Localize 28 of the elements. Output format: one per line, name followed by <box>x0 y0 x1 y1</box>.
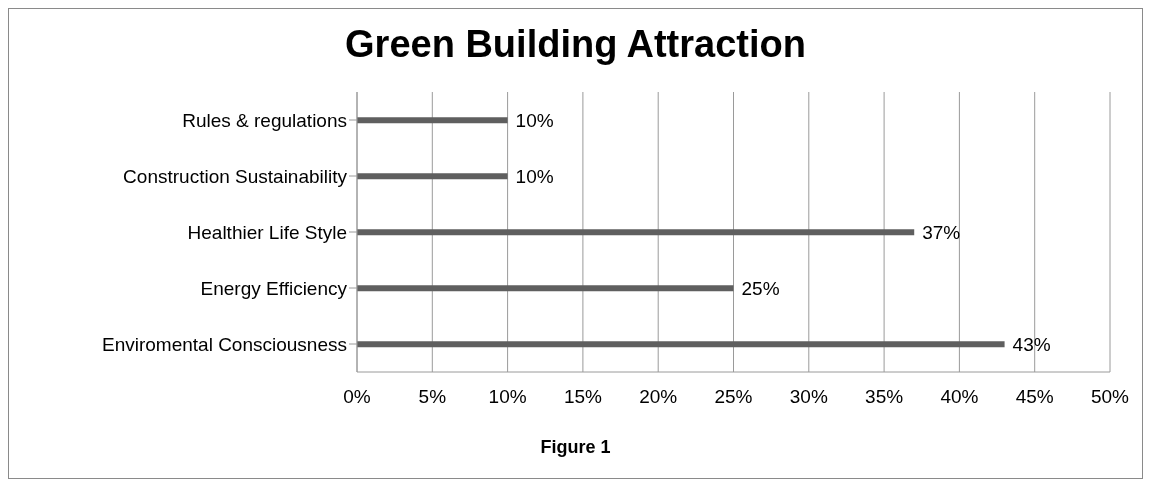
x-tick-label: 10% <box>488 386 527 408</box>
y-tick-label: Rules & regulations <box>182 109 347 131</box>
caption: Figure 1 <box>539 437 612 458</box>
x-tick-label: 0% <box>343 386 371 408</box>
bar <box>357 117 508 124</box>
x-tick-label: 15% <box>563 386 603 408</box>
y-tick-label: Energy Efficiency <box>200 277 348 299</box>
x-tick-label: 40% <box>940 386 979 408</box>
chart-title: Green Building Attraction <box>344 23 807 66</box>
bar <box>357 229 915 236</box>
x-tick-label: 35% <box>865 386 904 408</box>
x-tick-label: 20% <box>639 386 678 408</box>
bar <box>357 341 1005 348</box>
y-tick-label: Healthier Life Style <box>187 221 347 243</box>
y-tick-label: Construction Sustainability <box>123 165 348 187</box>
data-label: 10% <box>515 165 554 187</box>
x-tick-label: 30% <box>789 386 828 408</box>
data-label: 43% <box>1012 333 1051 355</box>
x-tick-label: 45% <box>1015 386 1054 408</box>
data-label: 25% <box>741 277 780 299</box>
y-tick-label: Enviromental Consciousness <box>101 333 347 355</box>
x-tick-label: 50% <box>1090 386 1130 408</box>
x-tick-label: 25% <box>714 386 753 408</box>
bar <box>357 173 508 180</box>
bar <box>357 285 734 292</box>
data-label: 10% <box>515 109 554 131</box>
x-tick-label: 5% <box>418 386 447 408</box>
data-label: 37% <box>922 221 961 243</box>
